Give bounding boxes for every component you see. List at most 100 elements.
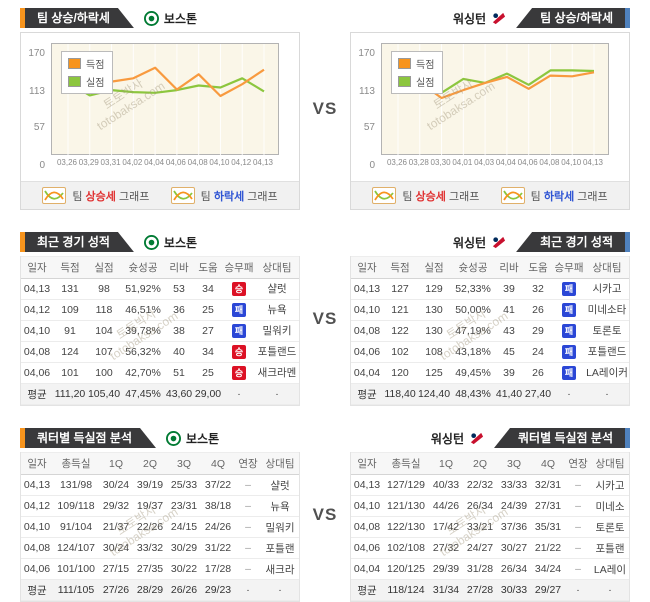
data-cell: 29/27 (531, 579, 565, 601)
data-cell: · (261, 579, 299, 601)
data-cell: 39 (495, 278, 523, 300)
table-row: 04,12 109/118 29/32 19/37 23/31 38/18– 뉴욕 (21, 495, 299, 517)
x-tick-label: 04,03 (474, 158, 495, 167)
rise-graph-link[interactable]: 팀 상승세 그래프 (42, 187, 149, 204)
quarter-table-boston: 토토박사 totobaksa.com 일자 총득실 1Q 2Q 3Q 4Q 연장 상대팀 04,1… (20, 452, 300, 602)
data-cell: 평균 (21, 383, 53, 405)
y-tick-label: 170 (28, 48, 45, 59)
data-cell: 04,04 (351, 362, 383, 384)
table-row: 04,06 102 108 43,18% 45 24 패 포틀랜드 (351, 341, 629, 363)
average-row: 평균 111,20 105,40 47,45% 43,60 29,00 · · (21, 383, 299, 405)
legend-scored: 득점 (398, 56, 434, 71)
orange-accent-bar (20, 428, 25, 448)
column-header: 슛성공 (121, 256, 165, 279)
data-cell: 22/26 (133, 516, 167, 538)
data-cell: 30/22 (167, 558, 201, 580)
quarter-header-boston: 쿼터별 득실점 분석 보스톤 (20, 428, 300, 448)
boston-logo-icon (143, 10, 159, 26)
result-badge: 승 (232, 345, 246, 359)
table-header-row: 일자 득점 실점 슛성공 리바 도움 승무패 상대팀 (21, 256, 299, 279)
allowed-swatch (398, 76, 411, 87)
data-cell: 22/32 (463, 474, 497, 496)
table-header-row: 일자 총득실 1Q 2Q 3Q 4Q 연장 상대팀 (21, 452, 299, 475)
table-row: 04,13 131/98 30/24 39/19 25/33 37/22– 샬럿 (21, 474, 299, 496)
result-badge: 승 (232, 282, 246, 296)
data-cell: 토론토 (591, 516, 629, 538)
boston-logo-icon (166, 430, 181, 446)
y-tick-label: 170 (358, 48, 375, 59)
data-cell: 40 (165, 341, 193, 363)
column-header: 3Q (167, 452, 201, 475)
data-cell: 26 (523, 299, 553, 321)
data-cell: 04,10 (351, 495, 383, 517)
trend-tab-label: 팀 상승/하락세 (25, 8, 134, 28)
data-cell: 43,18% (451, 341, 495, 363)
rise-graph-link[interactable]: 팀 상승세 그래프 (372, 187, 479, 204)
data-cell: 122/130 (383, 516, 429, 538)
table-row: 04,08 122 130 47,19% 43 29 패 토론토 (351, 320, 629, 342)
data-cell: 17/42 (429, 516, 463, 538)
column-header: 일자 (21, 452, 53, 475)
data-cell: 127 (383, 278, 417, 300)
data-cell: 04,06 (21, 362, 53, 384)
washington-logo-icon (470, 432, 484, 444)
fall-graph-link[interactable]: 팀 하락세 그래프 (170, 187, 278, 204)
quarter-row: 쿼터별 득실점 분석 보스톤 토토박사 totobaksa.com 일자 총득실 1Q… (20, 428, 630, 602)
washington-logo-icon (492, 236, 506, 248)
table-row: 04,13 131 98 51,92% 53 34 승 샬럿 (21, 278, 299, 300)
data-cell: 105,40 (87, 383, 121, 405)
column-header: 실점 (417, 256, 451, 279)
data-cell: 25/33 (167, 474, 201, 496)
data-cell: 뉴욕 (255, 299, 299, 321)
data-cell: 43 (495, 320, 523, 342)
data-cell: 51 (165, 362, 193, 384)
fall-graph-link[interactable]: 팀 하락세 그래프 (500, 187, 608, 204)
data-cell: 밀워키 (255, 320, 299, 342)
result-badge: 패 (562, 345, 576, 359)
recent-table-boston: 토토박사 totobaksa.com 일자 득점 실점 슛성공 리바 도움 승무패 상대팀 04,… (20, 256, 300, 406)
data-cell: 50,00% (451, 299, 495, 321)
data-cell: 26/34 (497, 558, 531, 580)
data-cell: 34 (193, 278, 223, 300)
x-tick-label: 03,26 (56, 158, 78, 167)
column-header: 일자 (351, 452, 383, 475)
data-cell: 04,06 (351, 341, 383, 363)
data-cell: 39/19 (133, 474, 167, 496)
data-cell: 포틀랜드 (585, 341, 629, 363)
data-cell: 26 (523, 362, 553, 384)
graph-switch-bar: 팀 상승세 그래프 팀 하락세 그래프 (21, 181, 299, 209)
data-cell: 102 (383, 341, 417, 363)
data-cell: 91/104 (53, 516, 99, 538)
x-axis: 03,26 03,28 03,30 04,01 04,03 04,04 04,06 04,08… (381, 155, 609, 173)
data-cell: 40/33 (429, 474, 463, 496)
data-cell: 37/22 (201, 474, 235, 496)
result-cell: 승 (223, 362, 255, 384)
result-badge: 승 (232, 366, 246, 380)
data-cell: 30/27 (497, 537, 531, 559)
quarter-header-washington: 워싱턴 쿼터별 득실점 분석 (350, 428, 630, 448)
data-cell: 26/26 (167, 579, 201, 601)
data-cell: 33/32 (133, 537, 167, 559)
vs-label: VS (312, 99, 338, 118)
result-cell: 패 (553, 341, 585, 363)
x-axis: 03,26 03,29 03,31 04,02 04,04 04,06 04,08 04,10… (51, 155, 279, 173)
scored-swatch (68, 58, 81, 69)
column-header: 상대팀 (255, 256, 299, 279)
chart-plot: 득점 실점 토토박사 totobaksa.com (381, 43, 609, 156)
x-tick-label: 03,28 (408, 158, 429, 167)
data-cell: 101/100 (53, 558, 99, 580)
data-cell: – (565, 495, 591, 517)
data-cell: · (591, 579, 629, 601)
data-cell: 38 (165, 320, 193, 342)
data-cell: 31/22 (201, 537, 235, 559)
allowed-swatch (68, 76, 81, 87)
table-row: 04,10 121 130 50,00% 41 26 패 미네소타 (351, 299, 629, 321)
data-cell: 37/36 (497, 516, 531, 538)
data-cell: 101 (53, 362, 87, 384)
data-cell: 29 (523, 320, 553, 342)
recent-tab-label: 최근 경기 성적 (25, 232, 134, 252)
data-cell: 102/108 (383, 537, 429, 559)
data-cell: 포틀랜 (591, 537, 629, 559)
data-cell: 52,33% (451, 278, 495, 300)
data-cell: 04,13 (351, 474, 383, 496)
